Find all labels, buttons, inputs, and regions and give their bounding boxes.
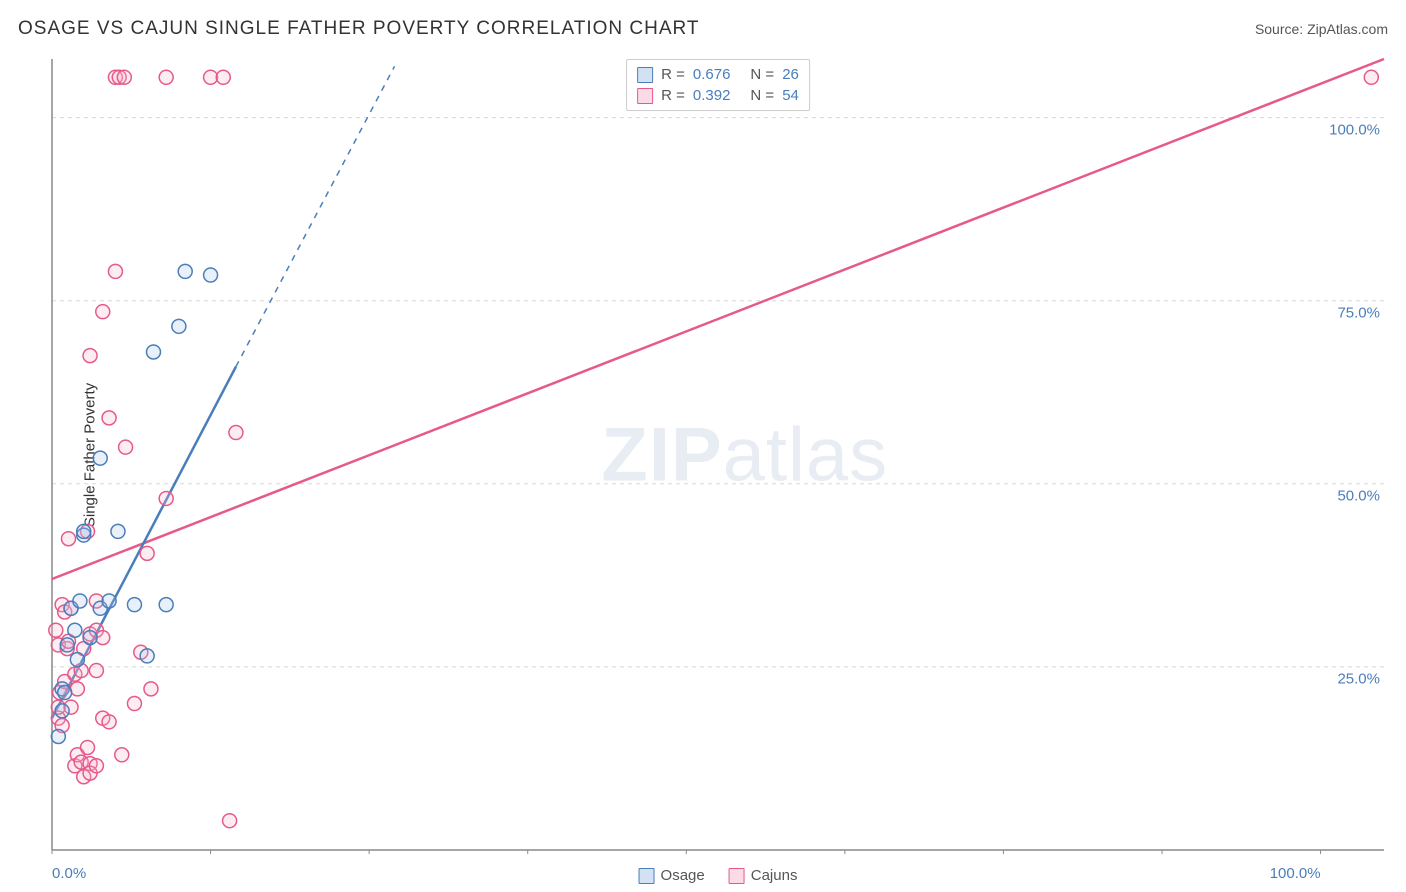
legend-swatch-icon: [637, 67, 653, 83]
y-tick-label: 75.0%: [1337, 304, 1380, 321]
legend-swatch-icon: [639, 868, 655, 884]
legend-stat-row: R = 0.676N = 26: [637, 64, 799, 85]
legend-swatch-icon: [637, 88, 653, 104]
scatter-chart: [48, 55, 1388, 854]
y-tick-label: 100.0%: [1329, 121, 1380, 138]
chart-title: OSAGE VS CAJUN SINGLE FATHER POVERTY COR…: [18, 18, 699, 40]
source-attribution: Source: ZipAtlas.com: [1255, 21, 1388, 37]
legend-series-item: Cajuns: [729, 867, 798, 884]
correlation-legend: R = 0.676N = 26R = 0.392N = 54: [626, 59, 810, 111]
legend-stat-row: R = 0.392N = 54: [637, 85, 799, 106]
chart-container: Single Father Poverty ZIPatlas R = 0.676…: [48, 55, 1388, 854]
y-tick-label: 50.0%: [1337, 487, 1380, 504]
legend-series-item: Osage: [639, 867, 705, 884]
series-legend: Osage Cajuns: [639, 867, 798, 884]
x-tick-label: 100.0%: [1270, 865, 1321, 882]
x-tick-label: 0.0%: [52, 865, 86, 882]
legend-swatch-icon: [729, 868, 745, 884]
y-tick-label: 25.0%: [1337, 670, 1380, 687]
